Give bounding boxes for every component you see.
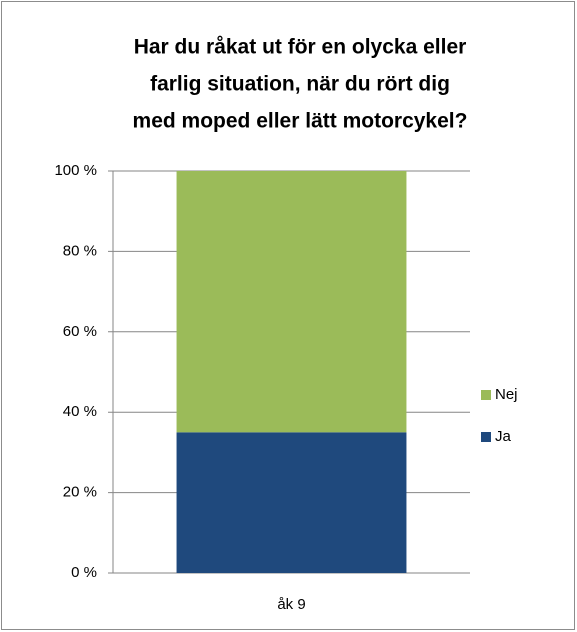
x-tick-label: åk 9 bbox=[277, 596, 305, 613]
bar-segment bbox=[176, 432, 407, 573]
legend-label: Ja bbox=[495, 428, 512, 445]
legend-swatch bbox=[481, 432, 491, 442]
legend-swatch bbox=[481, 390, 491, 400]
chart-title: Har du råkat ut för en olycka eller bbox=[134, 36, 467, 59]
chart-title: farlig situation, när du rört dig bbox=[150, 73, 450, 96]
legend-label: Nej bbox=[495, 386, 518, 403]
y-tick-label: 40 % bbox=[63, 403, 97, 420]
y-tick-label: 0 % bbox=[71, 564, 97, 581]
bar-segment bbox=[176, 171, 407, 433]
y-tick-label: 60 % bbox=[63, 323, 97, 340]
y-tick-label: 80 % bbox=[63, 242, 97, 259]
y-tick-label: 100 % bbox=[54, 162, 97, 179]
y-tick-label: 20 % bbox=[63, 484, 97, 501]
chart-title: med moped eller lätt motorcykel? bbox=[133, 110, 468, 133]
